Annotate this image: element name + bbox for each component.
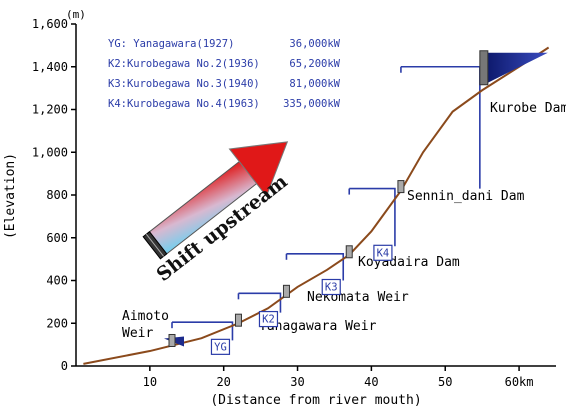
y-tick-label: 1,600 [32,17,68,31]
reservoir-kurobe [487,52,548,83]
station-label: YG [214,341,227,353]
station-box [258,310,279,328]
dam-label: Aimoto [122,309,169,324]
y-tick-group: 0 200 400 600 800 1,000 1,200 1,400 1,600 [32,17,76,373]
shift-upstream-arrow: Shift upstream [142,141,292,286]
station-label: K3 [325,282,338,294]
station-label-group: YG K2 K3 K4 [210,244,393,355]
y-tick-label: 800 [46,188,68,202]
legend-value: 36,000kW [289,38,340,50]
penstock-yg [172,321,234,341]
y-tick-label: 1,200 [32,103,68,117]
y-tick-label: 600 [46,231,68,245]
dam-label: Koyadaira Dam [358,255,460,270]
dam-label: Yanagawara Weir [259,319,377,334]
x-tick-group: 10 20 30 40 50 60km [143,366,534,389]
legend-label: YG: Yanagawara(1927) [108,38,234,50]
x-tick-label: 40 [364,375,378,389]
x-tick-label: 20 [216,375,230,389]
penstock-k2 [238,292,282,313]
legend-value: 65,200kW [289,58,340,70]
station-box [373,244,393,261]
x-tick-label: 50 [438,375,452,389]
legend: YG: Yanagawara(1927) 36,000kW K2:Kurobegaw… [108,38,341,110]
y-tick-label: 1,400 [32,60,68,74]
dam-marker [479,50,489,86]
dam-marker [282,284,290,298]
y-tick-label: 400 [46,274,68,288]
x-axis-label: (Distance from river mouth) [210,393,421,408]
y-unit-label: (m) [66,8,86,21]
station-box [321,278,341,296]
y-tick-label: 1,000 [32,145,68,159]
y-axis-label: (Elevation) [3,153,18,239]
station-label: K4 [377,247,390,259]
station-box [210,338,231,355]
legend-label: K4:Kurobegawa No.4(1963) [108,98,260,110]
penstock-k4 [349,187,396,247]
x-tick-label: 60km [505,375,534,389]
x-tick-label: 30 [290,375,304,389]
penstock-k3 [286,252,345,281]
arrow-head [228,141,289,198]
dam-marker [168,333,176,347]
station-label: K2 [262,314,275,326]
dam-label: Weir [122,326,153,341]
x-tick-label: 10 [143,375,157,389]
dam-marker [397,180,405,194]
legend-label: K2:Kurobegawa No.2(1936) [108,58,260,70]
y-tick-label: 0 [61,359,68,373]
dam-marker [345,245,353,259]
y-tick-label: 200 [46,316,68,330]
legend-value: 335,000kW [283,98,341,110]
legend-label: K3:Kurobegawa No.3(1940) [108,78,260,90]
legend-value: 81,000kW [289,78,340,90]
dam-marker [234,313,242,327]
dam-label: Sennin_dani Dam [407,189,525,204]
dam-label: Kurobe Dam [490,101,566,116]
